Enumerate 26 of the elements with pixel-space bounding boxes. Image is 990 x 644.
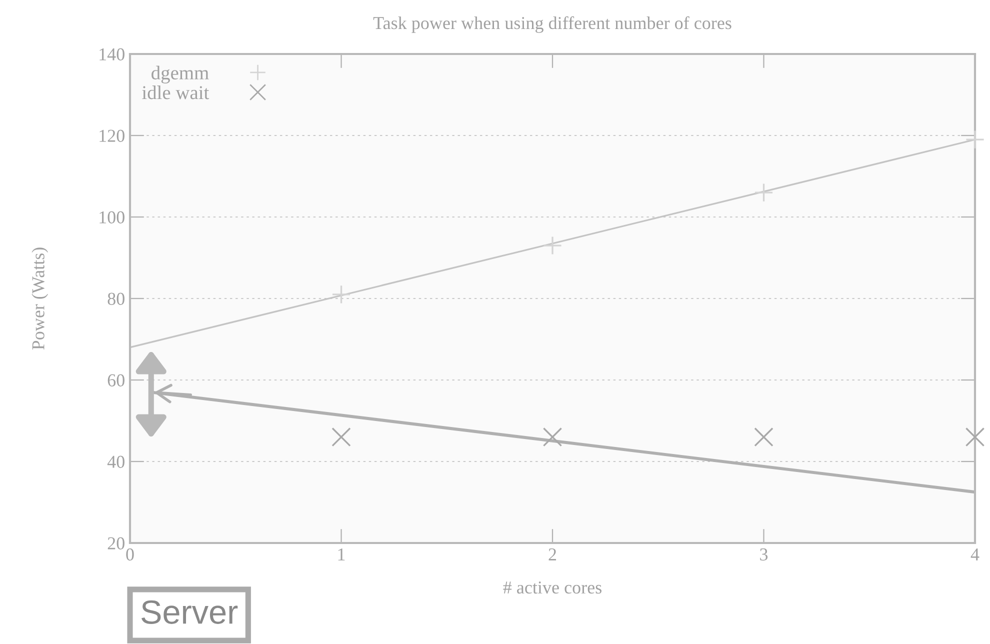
- x-tick-label: 2: [548, 548, 556, 560]
- y-tick-label: 140: [100, 48, 124, 60]
- legend-label: idle wait: [142, 86, 210, 100]
- x-tick-label: 1: [338, 548, 345, 560]
- point: [965, 130, 985, 150]
- point: [332, 427, 351, 447]
- point: [332, 284, 351, 304]
- x-tick-label: 3: [760, 548, 768, 561]
- y-tick-label: 20: [108, 537, 124, 550]
- y-tick-label: 100: [100, 211, 124, 224]
- y-tick-label: 80: [108, 292, 124, 305]
- point: [965, 427, 985, 447]
- text: Server: [142, 600, 238, 624]
- point: [754, 427, 774, 447]
- point: [754, 182, 774, 202]
- y-axis-title: Power (Watts): [32, 248, 48, 350]
- point: [542, 236, 562, 256]
- y-tick-label: 120: [100, 130, 124, 142]
- x-axis-title: # active cores: [503, 581, 602, 594]
- x-tick-label: 4: [970, 548, 980, 560]
- point: [542, 427, 562, 447]
- legend-label: dgemm: [152, 66, 209, 84]
- chart-title: Task power when using different number of cores: [373, 16, 732, 33]
- y-tick-label: 40: [107, 456, 124, 468]
- x-tick-label: 0: [126, 548, 134, 561]
- y-tick-label: 60: [108, 374, 124, 386]
